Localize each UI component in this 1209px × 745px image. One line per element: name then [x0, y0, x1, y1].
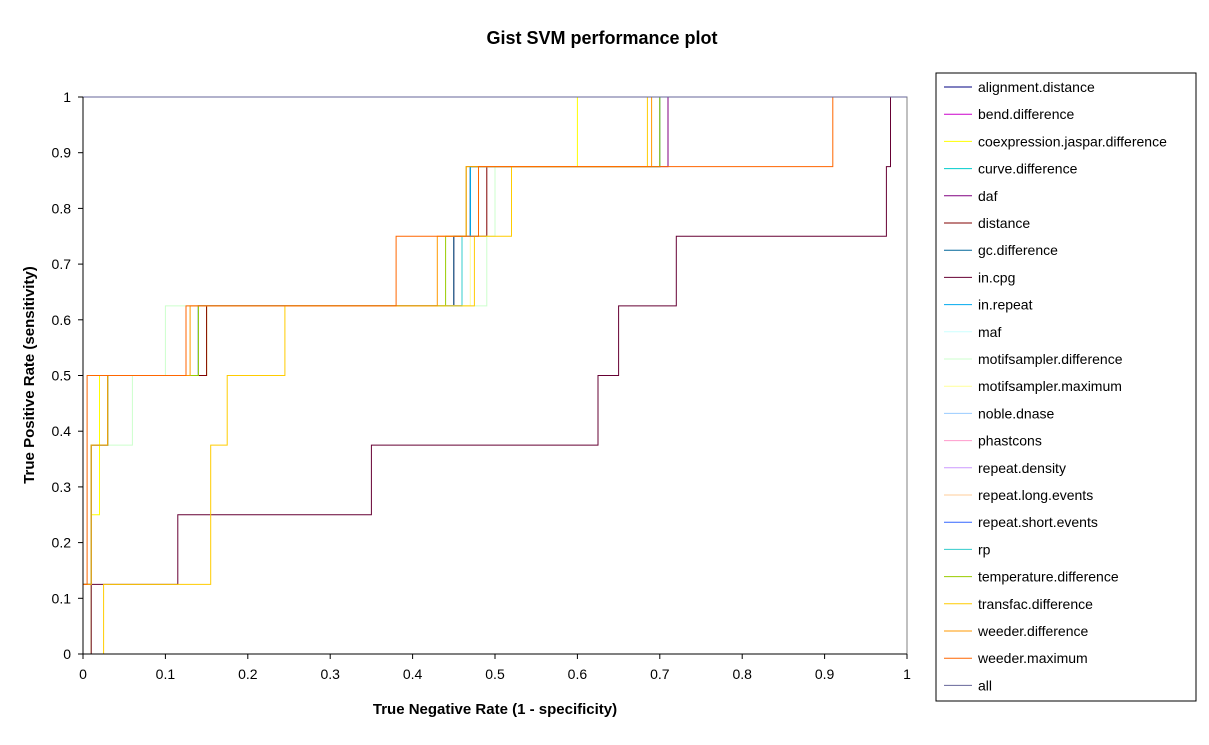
- x-tick-label: 0.6: [568, 666, 588, 682]
- legend-label: alignment.distance: [978, 79, 1095, 95]
- legend-item: rp: [944, 541, 991, 557]
- series-lines: [82, 96, 907, 655]
- legend-item: weeder.maximum: [944, 650, 1088, 666]
- legend-item: temperature.difference: [944, 569, 1119, 585]
- x-tick-label: 0.7: [650, 666, 670, 682]
- legend-item: curve.difference: [944, 161, 1078, 177]
- legend-item: distance: [944, 215, 1030, 231]
- x-axis: 0 0.1 0.2 0.3 0.4 0.5 0.6 0.7 0.8 0.9 1: [79, 653, 911, 682]
- legend-label: repeat.long.events: [978, 487, 1093, 503]
- x-tick-label: 0.2: [238, 666, 258, 682]
- legend-item: bend.difference: [944, 106, 1074, 122]
- legend-label: in.cpg: [978, 269, 1015, 285]
- legend-item: in.repeat: [944, 297, 1033, 313]
- x-tick-label: 1: [903, 666, 911, 682]
- x-tick-label: 0.5: [485, 666, 505, 682]
- legend-label: repeat.short.events: [978, 514, 1098, 530]
- legend-label: distance: [978, 215, 1030, 231]
- legend-item: alignment.distance: [944, 79, 1095, 95]
- legend-item: all: [944, 677, 992, 693]
- legend-label: coexpression.jaspar.difference: [978, 133, 1167, 149]
- legend-label: repeat.density: [978, 460, 1066, 476]
- x-axis-label: True Negative Rate (1 - specificity): [373, 701, 617, 718]
- x-tick-label: 0.1: [156, 666, 176, 682]
- y-tick-label: 0.3: [52, 479, 72, 495]
- legend-label: bend.difference: [978, 106, 1074, 122]
- y-tick-label: 0.6: [52, 312, 72, 328]
- legend-item: weeder.difference: [944, 623, 1088, 639]
- y-tick-label: 0.8: [52, 200, 72, 216]
- legend-box: [935, 72, 1197, 702]
- legend-item: motifsampler.maximum: [944, 378, 1122, 394]
- legend-item: gc.difference: [944, 242, 1058, 258]
- y-tick-label: 0.5: [52, 368, 72, 384]
- legend-label: noble.dnase: [978, 405, 1055, 421]
- y-tick-label: 0.9: [52, 145, 72, 161]
- chart-title: Gist SVM performance plot: [486, 28, 717, 48]
- legend-label: phastcons: [978, 433, 1042, 449]
- legend-label: weeder.maximum: [977, 650, 1088, 666]
- legend-item: repeat.long.events: [944, 487, 1093, 503]
- legend-item: maf: [944, 324, 1001, 340]
- series-line-weeder-maximum: [82, 96, 907, 654]
- legend-item: daf: [944, 188, 998, 204]
- legend-label: curve.difference: [978, 161, 1078, 177]
- y-tick-label: 0.4: [52, 423, 72, 439]
- legend-label: rp: [978, 541, 991, 557]
- legend: alignment.distance bend.difference coexpre…: [935, 72, 1197, 702]
- legend-item: in.cpg: [944, 269, 1015, 285]
- x-tick-label: 0.8: [732, 666, 752, 682]
- y-tick-label: 1: [63, 89, 71, 105]
- plot-area: [82, 96, 908, 655]
- y-tick-label: 0.7: [52, 256, 72, 272]
- legend-label: daf: [978, 188, 998, 204]
- x-tick-label: 0.9: [815, 666, 835, 682]
- y-tick-label: 0.1: [52, 590, 72, 606]
- legend-label: gc.difference: [978, 242, 1058, 258]
- x-tick-label: 0: [79, 666, 87, 682]
- legend-label: motifsampler.maximum: [978, 378, 1122, 394]
- legend-item: transfac.difference: [944, 596, 1093, 612]
- legend-label: transfac.difference: [978, 596, 1093, 612]
- x-tick-label: 0.4: [403, 666, 423, 682]
- y-axis-label: True Positive Rate (sensitivity): [21, 266, 38, 484]
- legend-label: in.repeat: [978, 297, 1033, 313]
- legend-label: motifsampler.difference: [978, 351, 1123, 367]
- legend-item: motifsampler.difference: [944, 351, 1123, 367]
- legend-item: noble.dnase: [944, 405, 1055, 421]
- legend-item: coexpression.jaspar.difference: [944, 133, 1167, 149]
- legend-label: maf: [978, 324, 1001, 340]
- y-axis: 0 0.1 0.2 0.3 0.4 0.5 0.6 0.7 0.8 0.9 1: [52, 89, 84, 662]
- legend-label: weeder.difference: [977, 623, 1088, 639]
- x-tick-label: 0.3: [320, 666, 340, 682]
- y-tick-label: 0.2: [52, 535, 72, 551]
- legend-label: all: [978, 677, 992, 693]
- legend-label: temperature.difference: [978, 569, 1119, 585]
- legend-item: phastcons: [944, 433, 1042, 449]
- legend-item: repeat.density: [944, 460, 1066, 476]
- legend-item: repeat.short.events: [944, 514, 1098, 530]
- y-tick-label: 0: [63, 646, 71, 662]
